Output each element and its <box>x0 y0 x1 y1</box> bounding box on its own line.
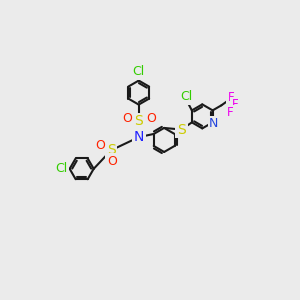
Text: Cl: Cl <box>133 65 145 78</box>
Text: O: O <box>95 139 105 152</box>
Text: O: O <box>107 155 117 168</box>
Text: Cl: Cl <box>181 90 193 103</box>
Text: S: S <box>177 123 186 136</box>
Text: Cl: Cl <box>55 162 67 175</box>
Text: N: N <box>134 130 144 144</box>
Text: S: S <box>134 115 143 128</box>
Text: N: N <box>209 117 218 130</box>
Text: O: O <box>122 112 132 124</box>
Text: O: O <box>146 112 156 124</box>
Text: F: F <box>227 106 233 119</box>
Text: F: F <box>232 98 238 111</box>
Text: S: S <box>106 143 116 157</box>
Text: F: F <box>228 92 235 104</box>
